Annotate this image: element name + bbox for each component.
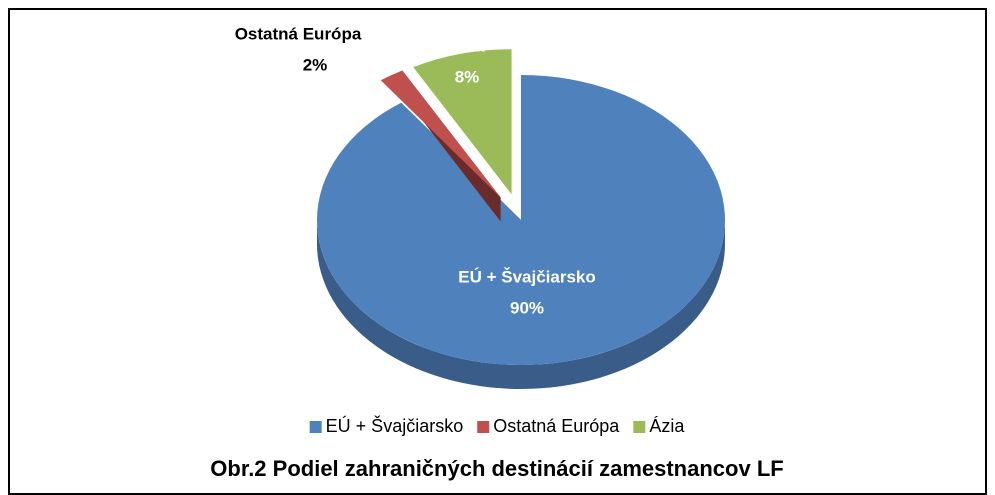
data-label-name: Ázia xyxy=(450,36,486,55)
slice-top xyxy=(380,70,501,198)
legend-label: Ázia xyxy=(649,416,685,436)
slice-top xyxy=(317,75,725,365)
legend-swatch xyxy=(633,421,646,433)
slice-top xyxy=(413,49,512,195)
legend-swatch xyxy=(477,421,490,433)
legend-swatch xyxy=(309,421,322,433)
slice-side xyxy=(317,220,725,389)
data-label-name: Ostatná Európa xyxy=(235,24,362,43)
legend-label: EÚ + Švajčiarsko xyxy=(326,415,464,436)
legend: EÚ + Švajčiarsko Ostatná Európa Ázia xyxy=(309,415,685,436)
legend-label: Ostatná Európa xyxy=(493,416,620,436)
pie-slice xyxy=(413,49,512,195)
pie-slice xyxy=(317,75,725,389)
data-label-value: 90% xyxy=(510,298,544,317)
chart-title: Obr.2 Podiel zahraničných destinácií zam… xyxy=(210,456,783,481)
data-label-value: 8% xyxy=(455,67,480,86)
pie-slice xyxy=(380,70,501,222)
data-label-name: EÚ + Švajčiarsko xyxy=(458,267,596,286)
data-label-value: 2% xyxy=(303,55,328,74)
